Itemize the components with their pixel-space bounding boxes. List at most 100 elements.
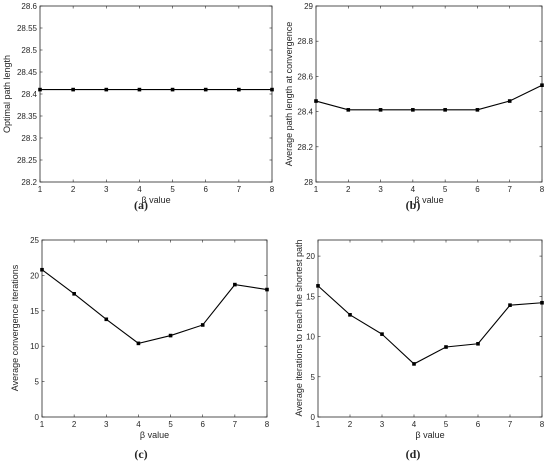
y-tick-label: 10	[306, 333, 315, 342]
data-point	[346, 108, 351, 112]
data-point	[540, 83, 544, 87]
x-tick-label: 5	[443, 185, 448, 194]
series-line	[315, 84, 543, 111]
y-tick-label: 28.2	[21, 178, 37, 187]
x-tick-label: 6	[476, 420, 481, 429]
x-axis-label: β value	[414, 195, 443, 205]
y-tick-label: 28.35	[17, 112, 38, 121]
x-tick-label: 3	[378, 185, 383, 194]
data-point	[476, 341, 480, 346]
x-tick-label: 1	[316, 420, 321, 429]
y-tick-label: 28.25	[17, 156, 38, 165]
x-tick-label: 1	[38, 185, 43, 194]
data-point	[507, 99, 512, 103]
data-point	[412, 362, 416, 366]
y-tick-label: 10	[30, 342, 39, 351]
y-tick-label: 28.5	[21, 46, 37, 55]
y-tick-label: 28.6	[21, 2, 37, 11]
x-tick-label: 6	[203, 185, 208, 194]
y-tick-label: 28.2	[297, 143, 313, 152]
data-point	[72, 292, 76, 296]
panel-label: (a)	[134, 198, 148, 212]
x-tick-label: 4	[136, 420, 141, 429]
y-tick-label: 28.8	[297, 37, 313, 46]
data-point	[411, 108, 415, 112]
y-axis-label: Average iterations to reach the shortest…	[294, 240, 304, 417]
data-point	[444, 345, 448, 349]
y-tick-label: 15	[30, 307, 39, 316]
data-point	[137, 87, 142, 92]
data-point	[38, 87, 42, 92]
plot-frame	[317, 239, 543, 418]
data-point	[71, 87, 75, 92]
data-point	[233, 282, 237, 287]
x-tick-label: 4	[137, 185, 142, 194]
x-tick-label: 7	[233, 420, 238, 429]
data-point	[104, 317, 109, 322]
x-tick-label: 8	[540, 185, 545, 194]
data-point	[378, 108, 383, 112]
data-point	[348, 313, 352, 317]
plot-frame	[41, 239, 268, 418]
x-tick-label: 3	[104, 185, 109, 194]
data-point	[104, 87, 109, 92]
y-tick-label: 20	[306, 252, 315, 261]
data-point	[380, 332, 384, 336]
data-point	[40, 267, 44, 272]
x-tick-label: 6	[200, 420, 205, 429]
y-tick-label: 5	[35, 378, 40, 387]
data-point	[168, 333, 173, 338]
x-tick-label: 8	[265, 420, 270, 429]
x-tick-label: 8	[540, 420, 545, 429]
x-tick-label: 6	[475, 185, 480, 194]
y-axis-label: Average path length at convergence	[284, 22, 294, 166]
x-tick-label: 1	[40, 420, 45, 429]
data-point	[475, 108, 480, 112]
data-point	[265, 287, 269, 292]
chart-panel-4: 1 2 3 4 5 6 7 8 0 5 10 15 20 β value Average iteration…	[294, 240, 545, 461]
x-tick-label: 2	[346, 185, 351, 194]
data-point	[316, 284, 320, 288]
x-tick-label: 5	[168, 420, 173, 429]
data-point	[200, 323, 205, 327]
data-point	[203, 87, 208, 92]
chart-panel-1: 1 2 3 4 5 6 7 8 28.2 28.25 28.3 28.35 28.4 28.45 28.5 2…	[2, 2, 275, 212]
x-axis-label: β value	[140, 430, 169, 440]
y-tick-label: 28.45	[17, 68, 38, 77]
data-point	[314, 99, 318, 103]
x-tick-label: 5	[444, 420, 449, 429]
x-tick-label: 8	[270, 185, 275, 194]
y-tick-label: 28.4	[297, 108, 313, 117]
panel-label: (d)	[406, 447, 421, 461]
x-tick-label: 7	[508, 420, 513, 429]
y-tick-label: 0	[35, 413, 40, 422]
y-tick-label: 15	[306, 292, 315, 301]
x-tick-label: 5	[170, 185, 175, 194]
plot-frame	[315, 5, 543, 183]
y-tick-label: 25	[30, 236, 39, 245]
y-axis-label: Average convergence iterations	[10, 264, 20, 391]
y-tick-label: 5	[311, 373, 316, 382]
y-tick-label: 20	[30, 271, 39, 280]
data-point	[540, 300, 544, 305]
x-tick-label: 3	[104, 420, 109, 429]
y-tick-label: 0	[311, 413, 316, 422]
plot-frame	[39, 5, 273, 183]
data-point	[136, 341, 141, 346]
x-tick-label: 2	[72, 420, 77, 429]
chart-panel-2: 1 2 3 4 5 6 7 8 28 28.2 28.4 28.6 28.8 29 β value Avera…	[284, 2, 545, 212]
y-tick-label: 28.3	[21, 134, 37, 143]
panel-label: (c)	[134, 447, 147, 461]
y-tick-label: 28	[304, 178, 313, 187]
data-point	[237, 87, 241, 92]
data-point	[443, 108, 447, 112]
data-point	[270, 87, 274, 92]
y-axis-label: Optimal path length	[2, 55, 12, 133]
x-tick-label: 7	[237, 185, 242, 194]
data-point	[508, 303, 512, 307]
x-tick-label: 2	[348, 420, 353, 429]
chart-panel-3: 1 2 3 4 5 6 7 8 0 5 10 15 20 25 β value Average converg…	[10, 236, 270, 461]
y-tick-label: 29	[304, 2, 313, 11]
y-tick-label: 28.6	[297, 72, 313, 81]
